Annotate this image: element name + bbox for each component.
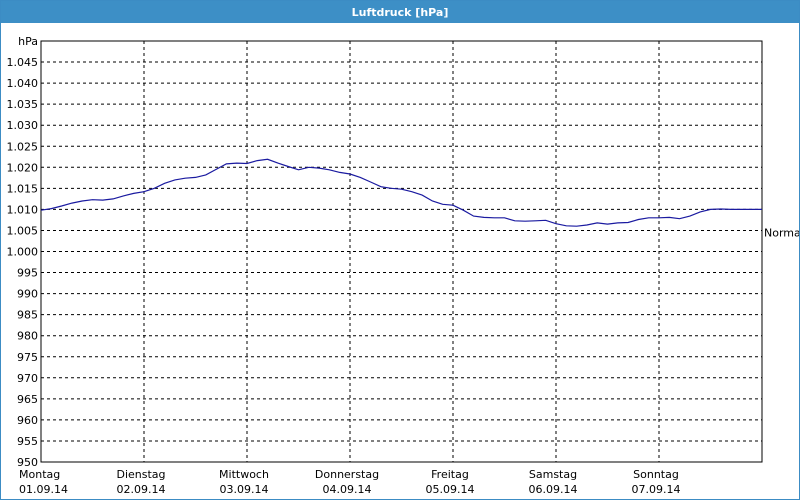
y-tick-label: 1.015	[7, 182, 39, 195]
y-tick-label: 950	[17, 456, 38, 469]
y-tick-label: 980	[17, 330, 38, 343]
y-tick-label: 1.025	[7, 140, 39, 153]
plot-frame	[40, 40, 763, 463]
x-tick-day-label: Dienstag	[116, 468, 165, 481]
x-tick-date-label: 05.09.14	[426, 483, 475, 496]
pressure-chart: 950 955 960 965 970 975 980 985 990 995 1.000 1.005…	[7, 35, 800, 496]
x-tick-date-label: 01.09.14	[19, 483, 68, 496]
x-tick-date-label: 04.09.14	[323, 483, 372, 496]
y-tick-label: 960	[17, 414, 38, 427]
y-tick-label: 1.035	[7, 98, 39, 111]
x-tick-day-label: Donnerstag	[315, 468, 379, 481]
x-tick-date-label: 03.09.14	[220, 483, 269, 496]
y-tick-label: 1.040	[7, 77, 39, 90]
window-title: Luftdruck [hPa]	[1, 1, 799, 23]
y-axis-label: hPa	[18, 35, 38, 48]
y-tick-label: 990	[17, 288, 38, 301]
x-tick-day-label: Samstag	[529, 468, 577, 481]
y-tick-label: 1.000	[7, 246, 39, 259]
y-tick-label: 955	[17, 435, 38, 448]
x-tick-day-label: Mittwoch	[219, 468, 269, 481]
normal-reference-label: Normal	[764, 227, 799, 240]
y-tick-label: 1.020	[7, 161, 39, 174]
pressure-series-line	[40, 158, 762, 227]
x-tick-day-label: Montag	[19, 468, 60, 481]
y-tick-label: 1.030	[7, 119, 39, 132]
x-tick-date-label: 02.09.14	[117, 483, 166, 496]
x-tick-date-label: 06.09.14	[529, 483, 578, 496]
y-tick-label: 985	[17, 309, 38, 322]
x-tick-day-label: Sonntag	[633, 468, 679, 481]
x-tick-date-label: 07.09.14	[632, 483, 681, 496]
y-tick-label: 1.010	[7, 203, 39, 216]
y-tick-label: 970	[17, 372, 38, 385]
y-tick-label: 995	[17, 267, 38, 280]
y-tick-label: 965	[17, 393, 38, 406]
y-tick-label: 1.045	[7, 56, 39, 69]
x-tick-day-label: Freitag	[431, 468, 469, 481]
y-tick-label: 975	[17, 351, 38, 364]
y-tick-label: 1.005	[7, 224, 39, 237]
